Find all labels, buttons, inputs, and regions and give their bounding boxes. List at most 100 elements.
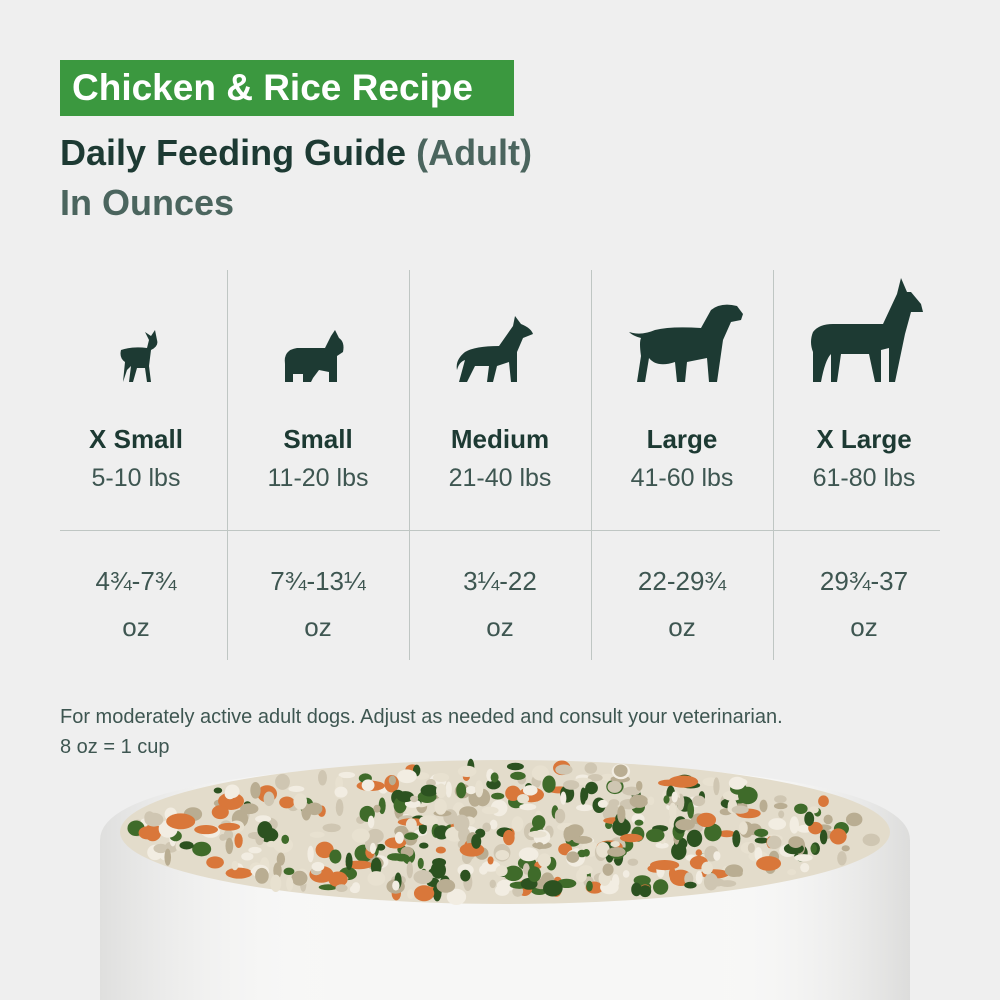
food-bit bbox=[713, 851, 721, 861]
food-bit bbox=[255, 867, 269, 884]
food-bit bbox=[738, 786, 758, 805]
size-column: X Large 61-80 lbs 29¾-37 oz bbox=[773, 270, 955, 660]
food-bit bbox=[522, 785, 538, 796]
food-bits bbox=[127, 758, 880, 905]
food-bit bbox=[718, 830, 736, 838]
food-bit bbox=[607, 847, 626, 857]
food-bit bbox=[419, 842, 429, 849]
food-bit bbox=[286, 876, 294, 892]
column-divider bbox=[227, 270, 228, 660]
food-bit bbox=[724, 864, 744, 877]
food-bit bbox=[453, 814, 470, 833]
food-bit bbox=[766, 835, 782, 850]
food-bit bbox=[179, 841, 194, 850]
food-bit bbox=[543, 880, 563, 897]
food-bit bbox=[503, 829, 515, 846]
food-bit bbox=[164, 848, 172, 866]
food-bit bbox=[445, 781, 452, 798]
food-bit bbox=[708, 878, 725, 887]
food-bit bbox=[397, 769, 417, 784]
dog-icon bbox=[811, 278, 923, 382]
food-bit bbox=[823, 814, 833, 825]
food-bit bbox=[788, 836, 804, 849]
food-bit bbox=[804, 811, 815, 827]
food-bit bbox=[378, 797, 386, 815]
size-name: X Small bbox=[89, 424, 183, 454]
size-name: Medium bbox=[450, 424, 550, 454]
food-bit bbox=[537, 853, 551, 868]
recipe-badge: Chicken & Rice Recipe bbox=[60, 60, 514, 116]
food-bit bbox=[572, 836, 593, 844]
food-bit bbox=[418, 822, 427, 835]
food-bit bbox=[335, 798, 344, 816]
food-bit bbox=[684, 881, 697, 889]
food-bit bbox=[318, 769, 327, 786]
food-bit bbox=[576, 804, 593, 812]
food-bit bbox=[629, 794, 649, 808]
food-bit bbox=[503, 865, 523, 882]
food-bit bbox=[696, 812, 717, 828]
dog-silhouette bbox=[456, 316, 533, 382]
unit: oz bbox=[304, 612, 332, 642]
dog-silhouette bbox=[811, 278, 923, 382]
food-bit bbox=[407, 889, 415, 900]
food-bit bbox=[394, 831, 404, 844]
food-bit bbox=[487, 856, 494, 865]
food-bit bbox=[419, 815, 438, 826]
food-bit bbox=[631, 882, 642, 897]
food-bit bbox=[675, 819, 695, 831]
food-bit bbox=[607, 780, 622, 793]
food-bit bbox=[518, 847, 539, 862]
food-bit bbox=[248, 846, 262, 854]
food-bit bbox=[692, 795, 706, 807]
food-bit bbox=[829, 828, 847, 845]
food-bit bbox=[279, 796, 295, 809]
food-bit bbox=[713, 777, 720, 796]
food-bit bbox=[728, 776, 746, 790]
subtitle: In Ounces bbox=[60, 182, 235, 223]
food-bit bbox=[584, 762, 598, 774]
food-bit bbox=[413, 870, 433, 885]
food-bit bbox=[819, 829, 828, 845]
food-bit bbox=[225, 867, 253, 879]
food-bit bbox=[456, 782, 467, 799]
food-bit bbox=[334, 786, 348, 798]
size-column: X Small 5-10 lbs 4¾-7¾ oz bbox=[45, 270, 227, 660]
food-bit bbox=[281, 834, 290, 845]
food-bit bbox=[560, 791, 567, 805]
dog-icon bbox=[284, 330, 344, 382]
size-name: Small bbox=[283, 424, 353, 454]
food-bit bbox=[668, 775, 699, 788]
dog-silhouette bbox=[120, 330, 158, 382]
dog-icon bbox=[120, 330, 158, 382]
food-bit bbox=[138, 826, 156, 840]
food-bit bbox=[361, 779, 375, 792]
food-bit bbox=[695, 870, 703, 885]
food-bit bbox=[789, 816, 799, 834]
food-bit bbox=[535, 842, 544, 850]
food-bit bbox=[747, 842, 755, 853]
dog-icon bbox=[456, 316, 533, 382]
size-name: Large bbox=[646, 424, 718, 454]
food-bit bbox=[457, 765, 477, 778]
food-bit bbox=[409, 795, 419, 803]
food-bit bbox=[506, 762, 524, 771]
food-bit bbox=[837, 851, 847, 866]
food-bit bbox=[495, 849, 510, 861]
food-bit bbox=[668, 802, 677, 820]
column-divider bbox=[409, 270, 410, 660]
food-bit bbox=[522, 863, 530, 875]
food-bit bbox=[225, 837, 234, 855]
food-bit bbox=[622, 870, 630, 878]
food-bit bbox=[687, 801, 695, 819]
food-bit bbox=[266, 840, 277, 848]
food-bit bbox=[554, 808, 566, 824]
food-bit bbox=[460, 869, 471, 882]
food-bit bbox=[597, 799, 608, 808]
size-column: Small 11-20 lbs 7¾-13¼ oz bbox=[227, 270, 409, 660]
food-bit bbox=[338, 771, 356, 779]
food-bit bbox=[307, 845, 314, 863]
food-bit bbox=[619, 833, 643, 843]
size-column: Medium 21-40 lbs 3¼-22 oz bbox=[409, 270, 591, 660]
